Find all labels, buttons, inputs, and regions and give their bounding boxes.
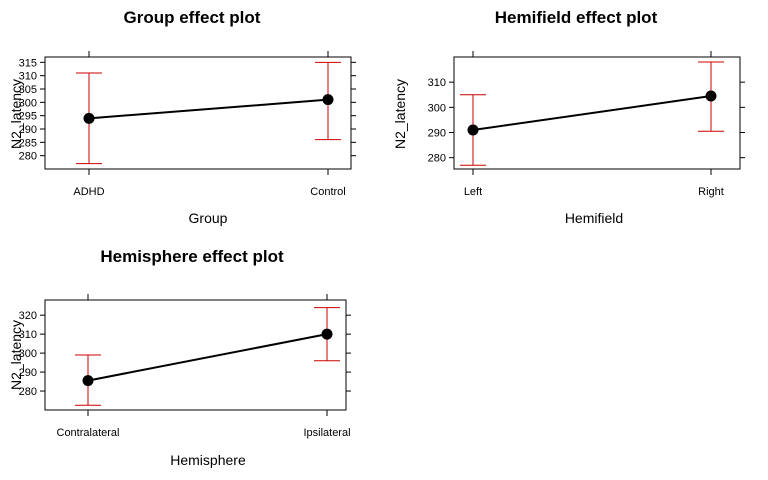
y-tick-label: 320: [19, 310, 37, 322]
chart-title: Hemifield effect plot: [495, 8, 658, 27]
data-point: [468, 124, 479, 135]
x-tick-label: Control: [310, 186, 345, 198]
y-tick-label: 280: [428, 153, 446, 165]
y-tick-label: 290: [19, 124, 37, 136]
group-effect-plot: Group effect plot Group N2_latency 28028…: [8, 8, 356, 226]
x-tick-label: Right: [698, 186, 724, 198]
y-tick-label: 310: [428, 77, 446, 89]
y-tick-label: 310: [19, 329, 37, 341]
chart-title: Group effect plot: [124, 8, 261, 27]
effect-line: [473, 96, 711, 130]
y-tick-label: 280: [19, 386, 37, 398]
x-tick-label: Left: [464, 186, 482, 198]
y-tick-label: 290: [19, 367, 37, 379]
y-tick-label: 300: [428, 102, 446, 114]
y-tick-label: 280: [19, 151, 37, 163]
hemifield-effect-plot: Hemifield effect plot Hemifield N2_laten…: [392, 8, 745, 226]
y-tick-label: 315: [19, 57, 37, 69]
data-point: [323, 94, 334, 105]
y-axis-title: N2_latency: [392, 79, 408, 149]
plot-marks: 280 290 300 310 Left Right: [428, 51, 745, 198]
x-axis-title: Hemisphere: [170, 452, 246, 468]
data-point: [322, 329, 333, 340]
data-point: [706, 91, 717, 102]
x-tick-label: ADHD: [73, 186, 104, 198]
y-tick-label: 300: [19, 348, 37, 360]
x-tick-label: Contralateral: [57, 427, 120, 439]
data-point: [84, 113, 95, 124]
y-tick-label: 300: [19, 97, 37, 109]
plot-marks: 280 290 300 310 320 Contralateral Ipsilateral: [19, 294, 351, 439]
plot-frame: [45, 57, 351, 169]
x-axis-title: Group: [189, 210, 228, 226]
x-tick-label: Ipsilateral: [303, 427, 350, 439]
y-tick-label: 285: [19, 137, 37, 149]
x-axis-title: Hemifield: [565, 210, 623, 226]
y-tick-label: 290: [428, 128, 446, 140]
y-tick-label: 305: [19, 84, 37, 96]
y-tick-label: 295: [19, 111, 37, 123]
effect-line: [89, 100, 328, 119]
data-point: [83, 375, 94, 386]
chart-title: Hemisphere effect plot: [100, 247, 284, 266]
y-tick-label: 310: [19, 71, 37, 83]
effect-line: [88, 334, 327, 380]
hemisphere-effect-plot: Hemisphere effect plot Hemisphere N2_lat…: [8, 247, 351, 468]
